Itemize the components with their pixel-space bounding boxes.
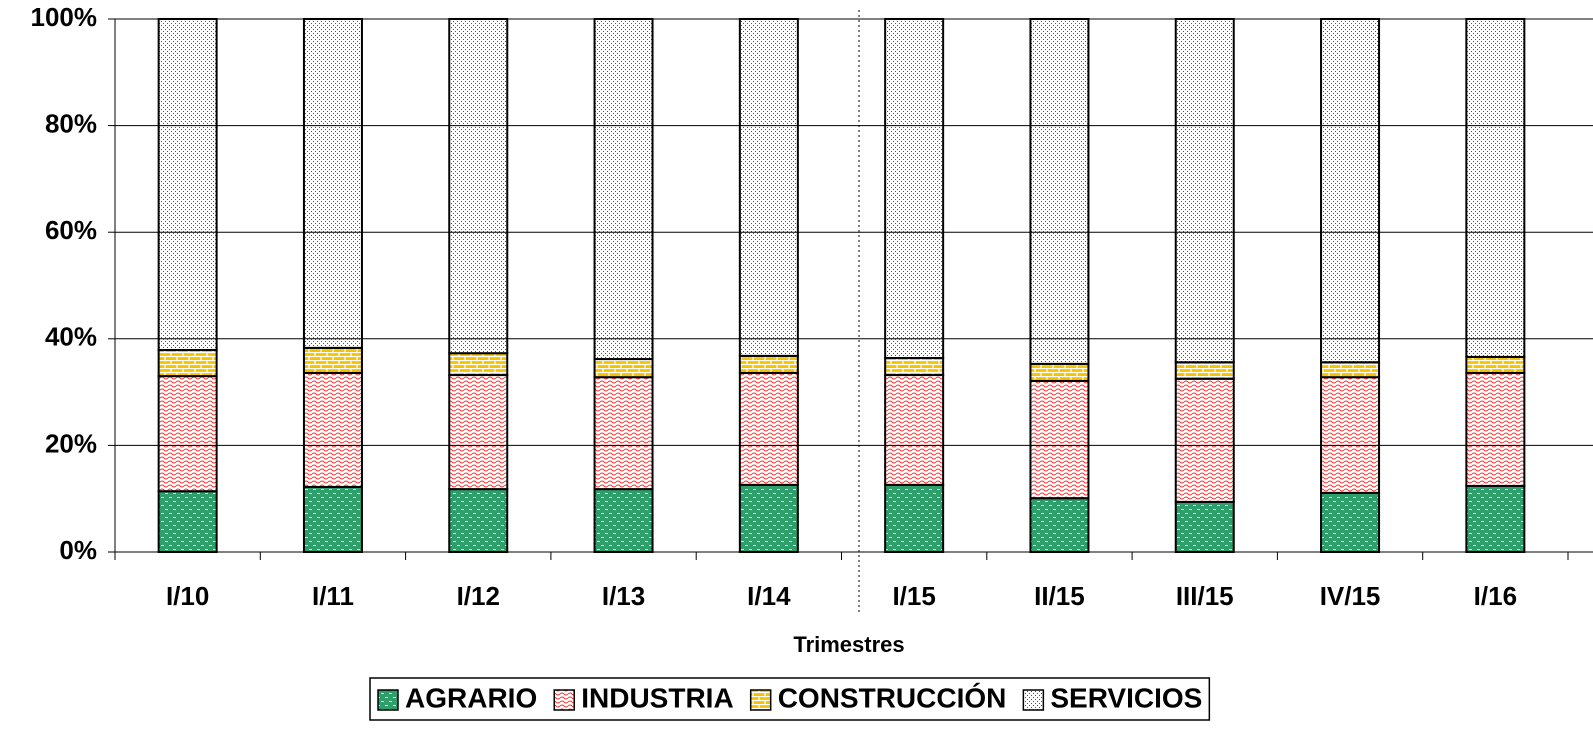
y-tick-label: 20% — [45, 428, 97, 458]
bar-segment — [593, 376, 654, 491]
bar-segment — [1320, 361, 1381, 379]
bar-segment — [1465, 18, 1526, 358]
bar-segment — [448, 488, 509, 553]
bar-segment — [157, 490, 218, 554]
bar-segment — [1174, 500, 1235, 554]
x-tick-label: II/15 — [1034, 581, 1085, 611]
bar-segment — [1029, 362, 1090, 382]
legend-label: AGRARIO — [405, 682, 537, 713]
bar-segment — [593, 488, 654, 553]
bar-segment — [448, 18, 509, 355]
legend: AGRARIO INDUSTRIA CONSTRUCCIÓN SERVICIOS — [369, 677, 1211, 721]
x-tick-label: I/10 — [166, 581, 209, 611]
bar-segment — [1029, 379, 1090, 500]
bar-segment — [1465, 371, 1526, 487]
bar-segment — [302, 485, 363, 553]
x-tick-label: IV/15 — [1320, 581, 1381, 611]
bar-segment — [884, 374, 945, 486]
bar-segment — [738, 371, 799, 486]
legend-swatch — [553, 689, 575, 711]
bar-segment — [157, 348, 218, 378]
bar-segment — [302, 371, 363, 488]
legend-box — [369, 677, 1211, 721]
bar-segment — [738, 354, 799, 374]
x-tick-label: I/15 — [892, 581, 935, 611]
legend-label: CONSTRUCCIÓN — [778, 682, 1007, 713]
bar-segment — [738, 18, 799, 357]
bar-segment — [593, 18, 654, 361]
bar-segment — [1320, 18, 1381, 364]
bar-segment — [738, 483, 799, 554]
bar-segment — [1174, 377, 1235, 503]
bar-segment — [884, 18, 945, 359]
y-tick-label: 60% — [45, 215, 97, 245]
y-tick-label: 100% — [31, 2, 98, 32]
x-tick-label: I/16 — [1474, 581, 1517, 611]
legend-label: SERVICIOS — [1050, 682, 1202, 713]
bar-segment — [1320, 376, 1381, 494]
bar-segment — [448, 374, 509, 491]
x-tick-label: I/11 — [312, 581, 354, 611]
bar-segment — [1029, 18, 1090, 365]
bar-segment — [593, 358, 654, 379]
legend-swatch — [749, 689, 772, 711]
x-tick-label: I/12 — [457, 581, 500, 611]
bar-segment — [448, 352, 509, 377]
bar-segment — [1174, 18, 1235, 364]
y-tick-label: 40% — [45, 322, 97, 352]
x-tick-label: III/15 — [1176, 581, 1234, 611]
bar-segment — [1029, 497, 1090, 553]
bar-segment — [157, 18, 218, 351]
bar-segment — [884, 483, 945, 554]
bar-segment — [302, 18, 363, 349]
x-axis-label: Trimestres — [793, 632, 904, 657]
bar-segment — [157, 375, 218, 493]
y-tick-label: 0% — [59, 535, 97, 565]
legend-label: INDUSTRIA — [581, 682, 733, 713]
bar-segment — [1465, 484, 1526, 553]
y-tick-label: 80% — [45, 108, 97, 138]
x-tick-label: I/13 — [602, 581, 645, 611]
bar-segment — [1465, 355, 1526, 374]
legend-swatch — [377, 689, 399, 711]
bar-segment — [302, 346, 363, 374]
legend-swatch — [1022, 689, 1045, 711]
bar-segment — [1320, 491, 1381, 554]
x-tick-label: I/14 — [747, 581, 791, 611]
bar-segment — [884, 356, 945, 377]
bar-segment — [1174, 361, 1235, 380]
